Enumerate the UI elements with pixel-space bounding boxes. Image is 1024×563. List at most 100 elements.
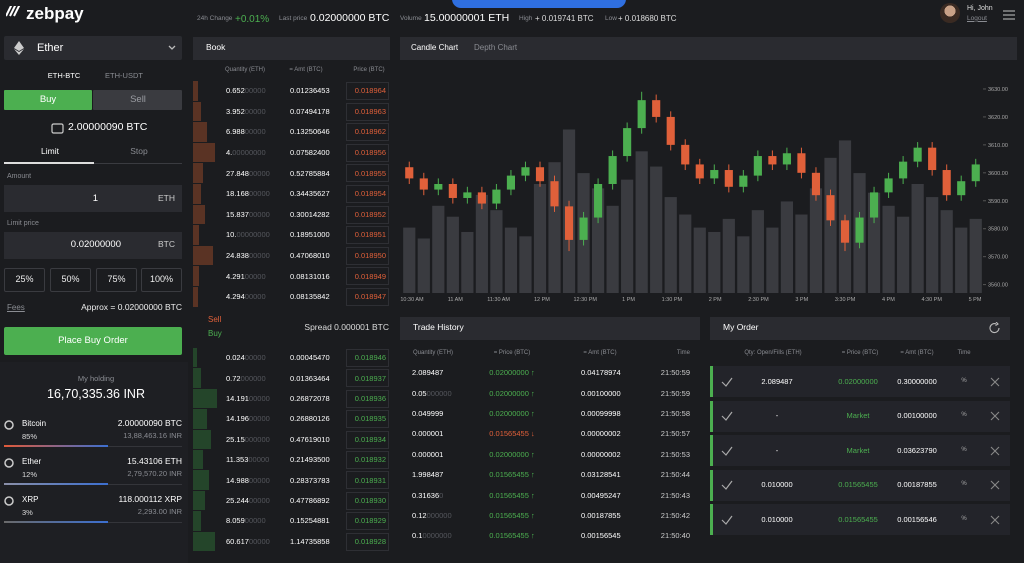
book-price: 0.018931: [354, 475, 386, 485]
trade-qty: 0.000001: [412, 429, 444, 439]
check-icon: [721, 515, 733, 525]
order-header: [710, 317, 1010, 340]
trade-price: 0.01565455 ↑: [489, 490, 535, 500]
candle-body: [753, 156, 762, 176]
book-side: Buy: [208, 328, 222, 338]
volume-bar: [882, 205, 895, 293]
stat-value: + 0.019741 BTC: [535, 13, 594, 23]
stat-label: Low: [605, 14, 617, 22]
percent-button[interactable]: [141, 268, 182, 292]
coin-mark: [4, 458, 14, 468]
chart-tab[interactable]: Candle Chart: [411, 42, 459, 52]
book-amount: 0.47786892: [290, 495, 330, 505]
order-type[interactable]: Stop: [130, 146, 148, 157]
volume-bar: [664, 197, 677, 293]
logout-link[interactable]: Logout: [967, 14, 987, 22]
fees-link[interactable]: Fees: [7, 302, 25, 312]
buy-tab[interactable]: [4, 90, 92, 110]
submit-button[interactable]: [4, 327, 182, 355]
book-price: 0.018928: [354, 536, 386, 546]
check-mark: [721, 411, 733, 421]
panel-title: My Order: [723, 322, 759, 333]
book-qty: 14.98800000: [226, 475, 270, 485]
book-amount: 0.15254881: [290, 516, 330, 526]
pair-tab[interactable]: ETH-BTC: [47, 71, 81, 81]
field-label: Limit price: [7, 220, 39, 228]
x-tick-label: 1:30 PM: [662, 297, 683, 303]
candle-body: [506, 175, 516, 190]
price-cell: [346, 246, 389, 265]
price-cell: [346, 430, 389, 449]
y-tick-label: 3580.00: [988, 227, 1008, 233]
cancel-icon: [990, 446, 1000, 455]
order-time: %: [961, 515, 967, 522]
book-amount: 1.14735858: [290, 536, 330, 546]
order-qty: 2.089487: [761, 376, 793, 386]
trade-time: 21:50:59: [660, 368, 690, 378]
volume-bar: [679, 214, 692, 293]
candle-body: [608, 156, 617, 184]
candle-body: [710, 170, 719, 179]
price-input[interactable]: [4, 232, 182, 259]
stat-value: 15.00000001 ETH: [424, 12, 510, 25]
volume-bar: [693, 227, 706, 293]
candle-body: [739, 175, 748, 187]
price-cell: [346, 226, 389, 245]
holding-value: 2,79,570.20 INR: [127, 469, 182, 479]
y-tick-label: 3600.00: [988, 171, 1008, 177]
order-price: 0.01565455: [838, 480, 878, 490]
chart-tab[interactable]: Depth Chart: [474, 42, 518, 52]
trade-amount: 0.00100000: [581, 388, 621, 398]
book-amount: 0.07582400: [290, 147, 330, 157]
book-amount: 0.18951000: [290, 230, 330, 240]
percent-button[interactable]: [96, 268, 137, 292]
percent-button[interactable]: [50, 268, 91, 292]
depth-bar: [193, 470, 209, 490]
depth-bar: [193, 142, 215, 163]
column-header: Quantity (ETH): [224, 67, 265, 74]
depth-bar: [193, 429, 211, 449]
x-tick-label: 11 AM: [448, 297, 464, 303]
price-cell: [346, 288, 389, 306]
check-mark: [721, 515, 733, 525]
candle-body: [957, 181, 966, 196]
trade-qty: 0.049999: [412, 408, 444, 418]
history-header: [400, 317, 700, 340]
order-amount: 0.30000000: [897, 376, 937, 386]
candle-body: [840, 220, 850, 243]
menu-icon: [1003, 10, 1015, 20]
amount-input[interactable]: [4, 185, 182, 212]
book-side: Sell: [208, 314, 222, 324]
book-qty: 15.83700000: [226, 209, 270, 219]
order-amount: 0.00100000: [897, 411, 937, 421]
percent-button[interactable]: [4, 268, 45, 292]
x-tick-label: 4 PM: [882, 297, 895, 303]
order-type-underline: [4, 162, 94, 164]
cancel-icon: [990, 377, 1000, 386]
book-amount: 0.13250646: [290, 127, 330, 137]
candle-body: [535, 167, 545, 182]
candle-body: [550, 181, 559, 207]
book-price: 0.018935: [354, 414, 386, 424]
candle-body: [913, 147, 922, 162]
book-amount: 0.21493500: [290, 455, 330, 465]
volume-bar: [751, 210, 764, 293]
x-tick-label: 2:30 PM: [748, 297, 769, 303]
x-tick-label: 3 PM: [795, 297, 808, 303]
side-label: Buy: [39, 93, 57, 105]
percent-label: 25%: [15, 274, 34, 285]
cancel-mark: [990, 515, 1000, 524]
cancel-icon: [990, 411, 1000, 421]
order-qty: 0.010000: [761, 480, 793, 490]
coin-select[interactable]: [4, 36, 182, 60]
wallet-mark: [51, 123, 64, 134]
sell-tab[interactable]: [93, 90, 182, 110]
price-cell: [346, 512, 389, 531]
candle-body: [782, 153, 791, 165]
side-label: Sell: [130, 93, 146, 105]
pair-tab[interactable]: ETH-USDT: [105, 71, 143, 81]
order-amount: 0.00156546: [897, 514, 937, 524]
holding-amount: 15.43106 ETH: [127, 456, 182, 467]
order-type[interactable]: Limit: [41, 146, 59, 157]
x-tick-label: 5 PM: [969, 297, 982, 303]
